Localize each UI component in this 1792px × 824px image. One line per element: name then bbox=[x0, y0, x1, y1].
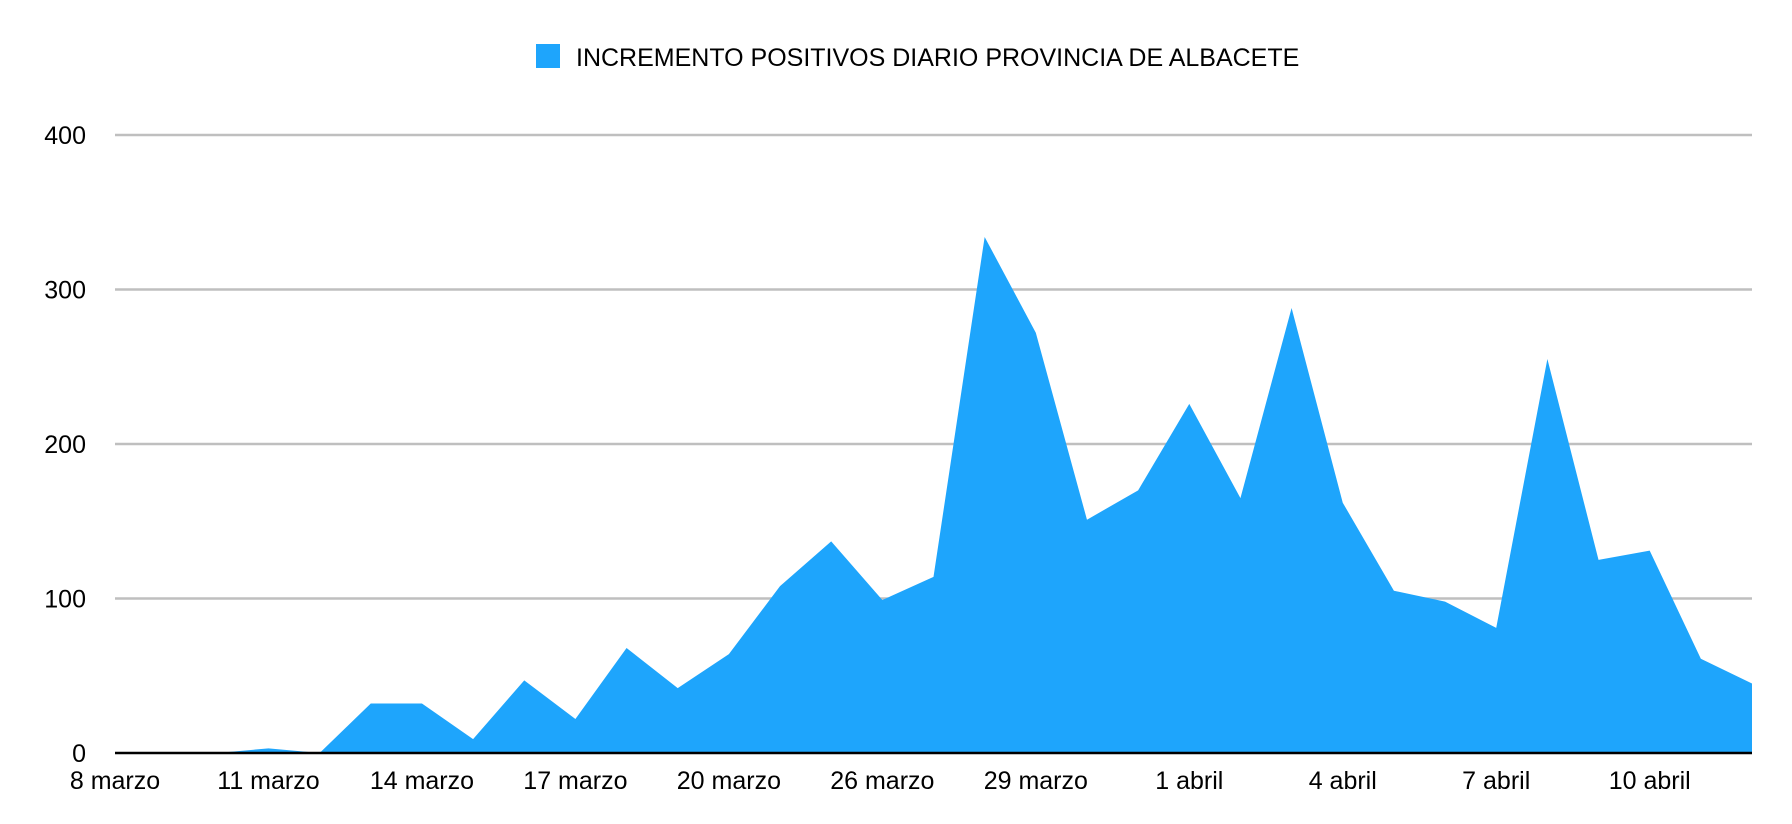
x-tick-label: 7 abril bbox=[1462, 767, 1530, 795]
y-axis-tick-labels: 0 100 200 300 400 bbox=[44, 122, 86, 768]
y-tick-label: 300 bbox=[44, 277, 86, 305]
y-tick-label: 0 bbox=[72, 740, 86, 768]
x-tick-label: 14 marzo bbox=[370, 767, 474, 795]
x-tick-label: 26 marzo bbox=[830, 767, 934, 795]
x-tick-label: 4 abril bbox=[1309, 767, 1377, 795]
legend-label: INCREMENTO POSITIVOS DIARIO PROVINCIA DE… bbox=[576, 44, 1299, 72]
x-tick-label: 20 marzo bbox=[677, 767, 781, 795]
x-tick-label: 29 marzo bbox=[984, 767, 1088, 795]
legend-swatch bbox=[536, 44, 560, 68]
series-area-incremento-positivos bbox=[115, 236, 1752, 754]
y-tick-label: 200 bbox=[44, 431, 86, 459]
x-tick-label: 10 abril bbox=[1609, 767, 1691, 795]
x-tick-label: 17 marzo bbox=[523, 767, 627, 795]
gridlines bbox=[115, 133, 1752, 600]
y-tick-label: 100 bbox=[44, 586, 86, 614]
y-tick-label: 400 bbox=[44, 122, 86, 150]
x-tick-label: 1 abril bbox=[1155, 767, 1223, 795]
legend: INCREMENTO POSITIVOS DIARIO PROVINCIA DE… bbox=[536, 44, 1299, 72]
x-tick-label: 8 marzo bbox=[70, 767, 160, 795]
x-axis-tick-labels: 8 marzo 11 marzo 14 marzo 17 marzo 20 marzo 2… bbox=[70, 767, 1691, 795]
x-tick-label: 11 marzo bbox=[217, 767, 319, 795]
